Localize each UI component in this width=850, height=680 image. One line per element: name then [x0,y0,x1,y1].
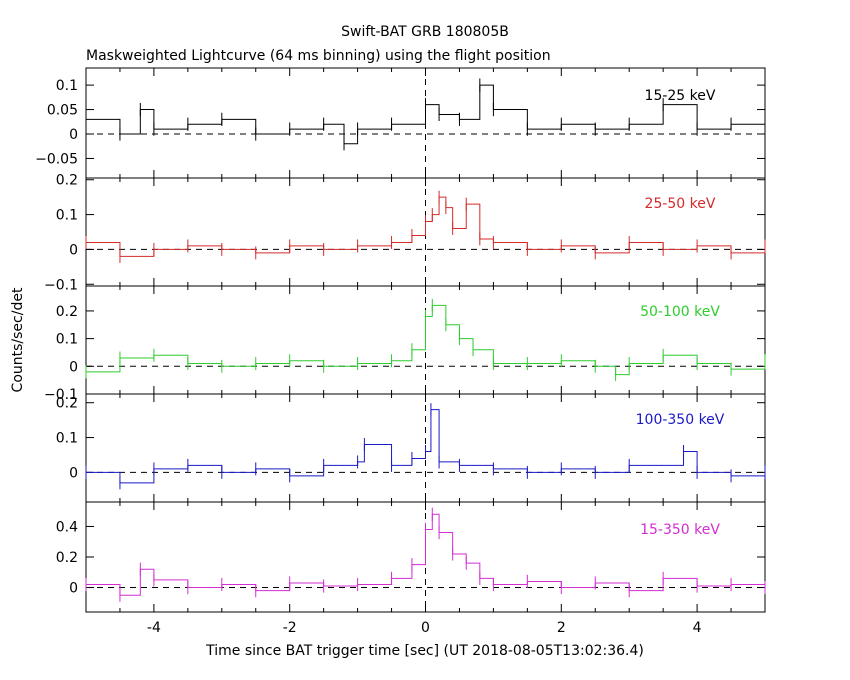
y-tick-label: −0.05 [35,151,78,167]
panel-label: 50-100 keV [640,304,720,320]
x-tick-label: -2 [283,620,297,636]
y-tick-label: 0 [69,465,78,481]
chart-subtitle: Maskweighted Lightcurve (64 ms binning) … [86,48,551,64]
panel-3: 0 0.1 0.2 100-350 keV [56,393,766,503]
panel-label: 25-50 keV [645,196,716,212]
y-tick-label: 0 [69,127,78,143]
chart-title: Swift-BAT GRB 180805B [341,24,509,40]
x-tick-label: 4 [693,620,702,636]
y-axis-label: Counts/sec/det [10,287,26,392]
x-axis-label: Time since BAT trigger time [sec] (UT 20… [205,643,644,659]
panel-label: 15-350 keV [640,522,720,538]
panel-2: −0.1 0 0.1 0.2 50-100 keV [44,285,766,403]
y-tick-label: 0 [69,242,78,258]
y-tick-label: 0.4 [56,519,78,535]
y-tick-label: 0 [69,581,78,597]
panel-1: −0.1 0 0.1 0.2 25-50 keV [44,173,766,293]
y-tick-label: −0.1 [44,277,78,293]
y-tick-label: 0.1 [56,431,78,447]
x-tick-label: 2 [557,620,566,636]
x-tick-label: -4 [147,620,161,636]
y-tick-label: 0.2 [56,304,78,320]
y-tick-label: 0.1 [56,332,78,348]
y-tick-label: 0.1 [56,208,78,224]
y-tick-label: 0 [69,359,78,375]
panel-4: 0 0.2 0.4 15-350 keV [56,501,766,613]
y-tick-label: 0.1 [56,78,78,94]
y-tick-label: −0.1 [44,387,78,403]
panel-label: 100-350 keV [636,412,725,428]
y-tick-label: 0.2 [56,550,78,566]
panels-group: −0.05 0 0.05 0.1 15-25 keV −0.1 0 0.1 0.2 25-50 k… [35,67,766,613]
x-tick-labels: -4 -2 0 2 4 [147,620,702,636]
y-tick-label: 0.2 [56,173,78,189]
x-tick-label: 0 [421,620,430,636]
panel-0: −0.05 0 0.05 0.1 15-25 keV [35,67,766,179]
panel-label: 15-25 keV [645,88,716,104]
y-tick-label: 0.2 [56,396,78,412]
y-tick-label: 0.05 [47,103,78,119]
